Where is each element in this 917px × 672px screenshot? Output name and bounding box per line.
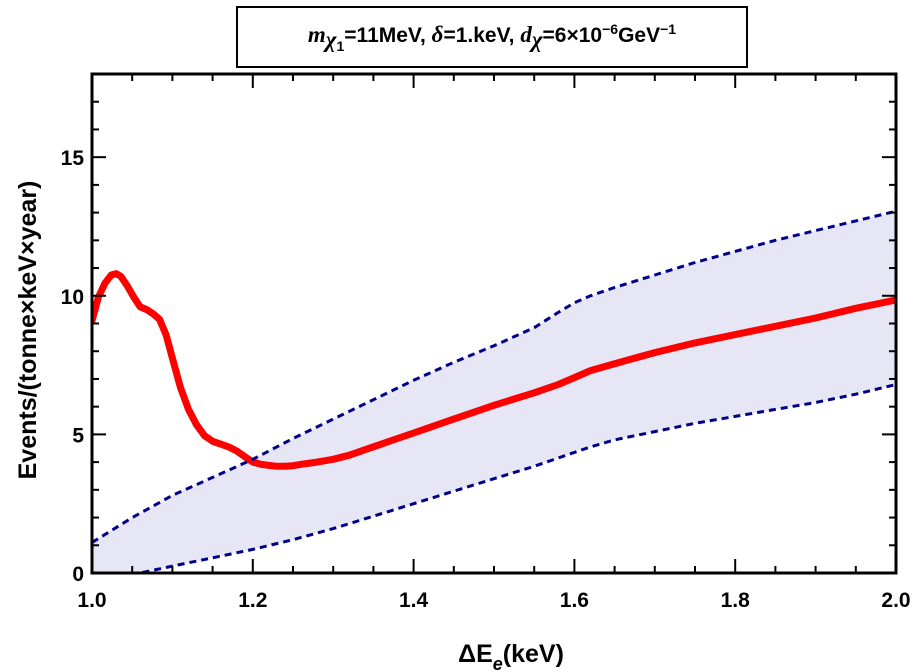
title-d-unit: GeV — [618, 23, 661, 47]
lower-bound-line — [137, 383, 896, 573]
chart-title: mχ1=11MeV, δ=1.keV, dχ=6×10−6GeV−1 — [236, 6, 748, 68]
x-axis-label-suffix: (keV) — [503, 640, 564, 668]
x-tick-label: 2.0 — [881, 589, 910, 612]
upper-bound-line — [92, 209, 896, 544]
x-tick-label: 1.8 — [721, 589, 751, 612]
signal-line — [92, 270, 896, 470]
x-axis-label: ΔEe(keV) — [458, 640, 564, 672]
title-m-value: =11MeV, — [344, 23, 432, 47]
x-axis-label-sub: e — [493, 654, 503, 672]
x-axis-label-prefix: ΔE — [458, 640, 493, 668]
title-d-value: =6×10 — [542, 23, 603, 47]
y-tick-label: 0 — [72, 563, 84, 586]
title-m-subsub: 1 — [336, 37, 345, 54]
title-d-unit-exponent: −1 — [660, 20, 677, 37]
x-tick-label: 1.4 — [399, 589, 429, 612]
tick-layer: 1.0 1.2 1.4 1.6 1.8 2.0 0 5 10 15 — [61, 73, 911, 612]
x-tick-label: 1.6 — [560, 589, 589, 612]
title-delta-symbol: δ — [431, 21, 444, 47]
x-tick-label: 1.2 — [238, 589, 267, 612]
y-tick-label: 15 — [61, 147, 85, 170]
title-m-sub: χ — [325, 26, 337, 52]
title-d-exponent: −6 — [602, 20, 619, 37]
y-axis-label: Events/(tonne×keV×year) — [14, 181, 42, 480]
title-d-sub: χ — [531, 26, 543, 52]
band-layer — [92, 211, 896, 573]
title-delta-value: =1.keV, — [443, 23, 521, 47]
y-tick-label: 5 — [72, 424, 84, 447]
title-m-symbol: m — [307, 21, 326, 47]
y-tick-label: 10 — [61, 286, 84, 309]
x-tick-label: 1.0 — [77, 589, 106, 612]
uncertainty-band — [92, 211, 896, 573]
series-layer — [92, 209, 896, 573]
title-d-symbol: d — [520, 21, 532, 47]
